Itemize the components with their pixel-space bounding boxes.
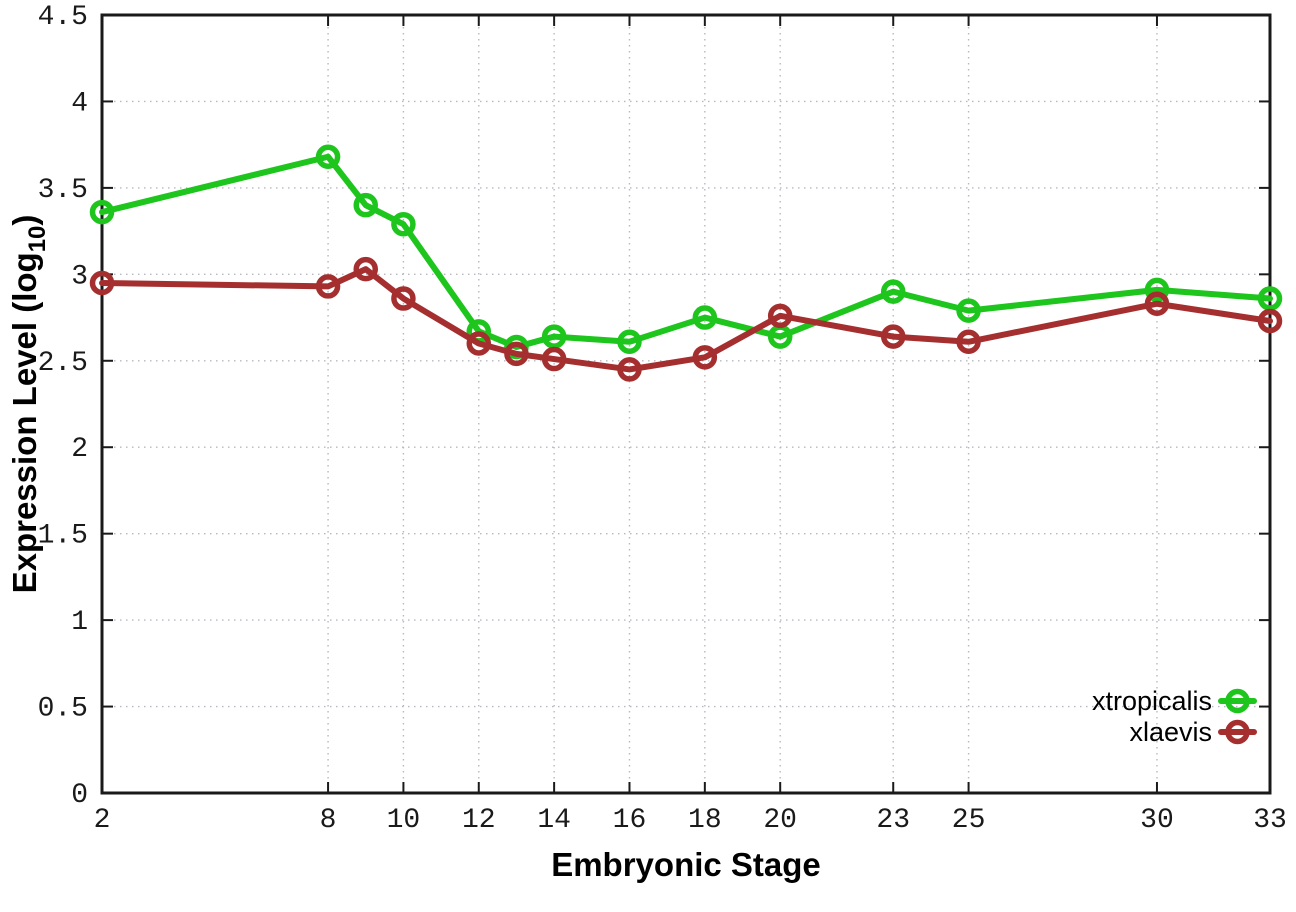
data-point-xlaevis: [504, 341, 529, 367]
data-point-xlaevis: [89, 270, 115, 296]
data-point-xlaevis: [767, 303, 793, 329]
x-tick-label: 14: [537, 805, 571, 836]
data-point-xlaevis: [466, 331, 492, 356]
data-point-xtropicalis: [880, 279, 906, 304]
data-point-xtropicalis: [1144, 277, 1170, 303]
data-point-xtropicalis: [391, 211, 416, 237]
x-tick-label: 16: [613, 805, 647, 836]
x-tick-label: 25: [952, 805, 986, 836]
data-point-xtropicalis: [353, 192, 378, 218]
x-tick-label: 12: [462, 805, 496, 836]
x-tick-label: 23: [876, 805, 910, 836]
x-tick-label: 8: [320, 805, 337, 836]
data-point-xtropicalis: [315, 144, 341, 170]
legend-entry-xlaevis: xlaevis: [1129, 717, 1257, 747]
y-tick-label: 4.5: [38, 2, 88, 33]
data-point-xlaevis: [692, 345, 718, 370]
legend-label-xtropicalis: xtropicalis: [1092, 686, 1212, 716]
x-tick-label: 10: [387, 805, 421, 836]
x-tick-label: 20: [763, 805, 797, 836]
y-tick-label: 1.5: [38, 521, 88, 552]
data-point-xtropicalis: [617, 329, 642, 355]
legend-label-xlaevis: xlaevis: [1129, 717, 1212, 747]
y-tick-label: 3: [71, 261, 88, 292]
data-point-xtropicalis: [956, 298, 981, 323]
series-line-xlaevis: [99, 266, 1273, 373]
data-point-xlaevis: [391, 286, 416, 311]
data-point-xlaevis: [541, 346, 567, 372]
legend-marker: [1225, 688, 1250, 714]
legend-marker: [1225, 719, 1250, 745]
data-point-xtropicalis: [692, 305, 718, 330]
y-tick-label: 4: [71, 88, 88, 119]
legend-entry-xtropicalis: xtropicalis: [1092, 686, 1257, 716]
x-tick-label: 18: [688, 805, 722, 836]
data-point-xlaevis: [315, 274, 341, 299]
y-tick-label: 3.5: [38, 175, 88, 206]
data-point-xlaevis: [880, 324, 906, 349]
data-point-xlaevis: [1144, 291, 1170, 316]
y-axis-title: Expression Level (log10): [6, 215, 51, 594]
y-tick-label: 0: [71, 780, 88, 811]
data-point-xlaevis: [617, 357, 642, 382]
y-tick-label: 0.5: [38, 694, 88, 725]
data-point-xlaevis: [1257, 308, 1283, 334]
data-point-xtropicalis: [541, 324, 567, 349]
x-tick-label: 2: [94, 805, 111, 836]
data-point-xtropicalis: [89, 199, 115, 225]
data-point-xlaevis: [353, 256, 378, 282]
y-tick-label: 2.5: [38, 348, 88, 379]
x-tick-label: 30: [1140, 805, 1174, 836]
y-tick-label: 1: [71, 607, 88, 638]
x-tick-label: 33: [1253, 805, 1287, 836]
data-point-xtropicalis: [1257, 286, 1283, 311]
y-tick-label: 2: [71, 434, 88, 465]
x-axis-title: Embryonic Stage: [551, 846, 821, 883]
plot-border: [100, 13, 1272, 795]
data-point-xlaevis: [956, 329, 981, 355]
